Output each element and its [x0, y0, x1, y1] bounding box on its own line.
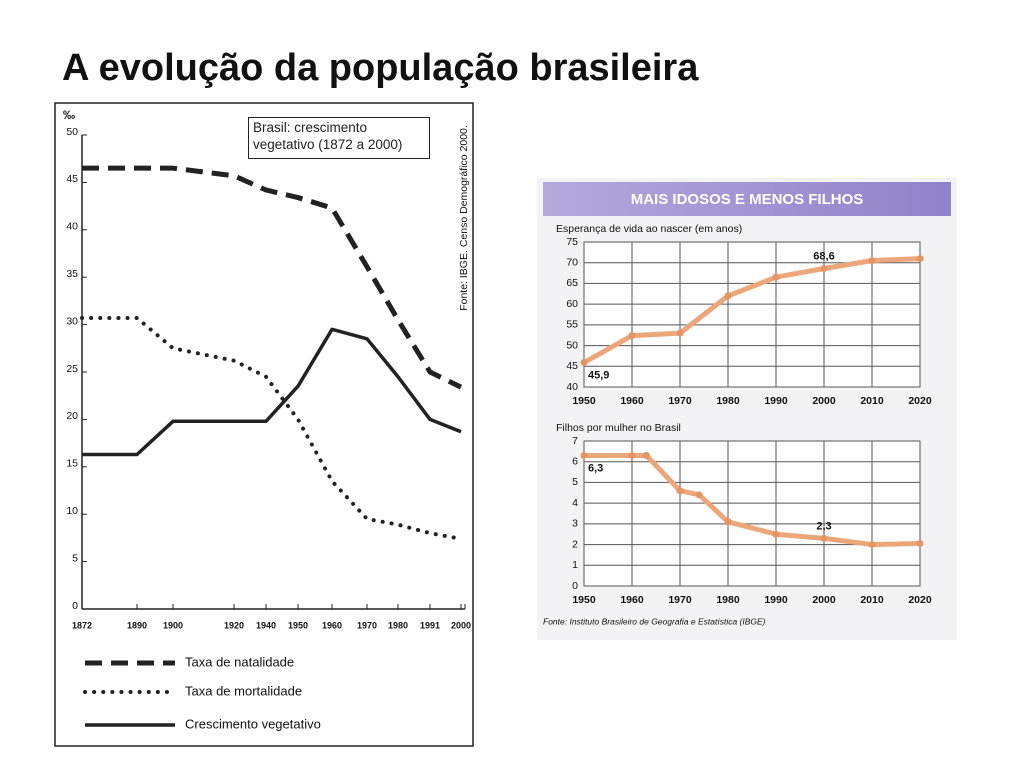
- left-frame: [54, 102, 474, 747]
- x-tick-label: 1950: [288, 620, 308, 630]
- point: [772, 530, 780, 538]
- y-tick-label: 35: [66, 268, 78, 280]
- y-tick-label: 5: [72, 552, 78, 564]
- point: [868, 541, 876, 549]
- point: [628, 332, 636, 340]
- legend-label: Crescimento vegetativo: [185, 716, 321, 731]
- point: [676, 487, 684, 495]
- y-axis-label: ‰: [63, 108, 75, 122]
- y-tick-label: 5: [572, 476, 578, 488]
- y-tick-label: 6: [572, 455, 578, 467]
- point: [724, 518, 732, 526]
- y-tick-label: 4: [572, 497, 578, 509]
- y-tick-label: 0: [72, 600, 78, 612]
- x-tick-label: 1980: [716, 594, 740, 606]
- slide-title: A evolução da população brasileira: [62, 47, 699, 89]
- x-tick-label: 1970: [668, 395, 692, 407]
- y-tick-label: 10: [66, 505, 78, 517]
- panel-title: MAIS IDOSOS E MENOS FILHOS: [631, 191, 864, 208]
- value-label: 6,3: [588, 462, 603, 474]
- x-tick-label: 1960: [620, 395, 644, 407]
- point: [820, 265, 828, 273]
- x-tick-label: 1950: [572, 395, 596, 407]
- x-tick-label: 1970: [357, 620, 377, 630]
- x-tick-label: 1960: [620, 594, 644, 606]
- plot-area: [583, 440, 921, 587]
- x-tick-label: 2010: [860, 395, 884, 407]
- x-tick-label: 2020: [908, 594, 932, 606]
- y-tick-label: 50: [566, 339, 578, 351]
- x-tick-label: 1991: [420, 620, 440, 630]
- x-tick-label: 1960: [322, 620, 342, 630]
- point: [820, 534, 828, 542]
- point: [772, 273, 780, 281]
- x-tick-label: 1900: [163, 620, 183, 630]
- y-tick-label: 45: [66, 173, 78, 185]
- x-tick-label: 2010: [860, 594, 884, 606]
- y-tick-label: 70: [566, 256, 578, 268]
- point: [868, 257, 876, 265]
- point: [642, 452, 650, 459]
- x-tick-label: 1920: [224, 620, 244, 630]
- x-tick-label: 1950: [572, 594, 596, 606]
- y-tick-label: 45: [566, 360, 578, 372]
- y-tick-label: 2: [572, 538, 578, 550]
- y-tick-label: 7: [572, 435, 578, 447]
- x-tick-label: 2000: [812, 594, 836, 606]
- annotation: Brasil: crescimento vegetativo (1872 a 2…: [248, 117, 430, 159]
- y-tick-label: 3: [572, 518, 578, 530]
- series-line: [82, 165, 463, 390]
- point: [724, 292, 732, 300]
- point: [580, 452, 588, 459]
- legend-label: Taxa de mortalidade: [185, 683, 302, 698]
- x-tick-label: 1980: [388, 620, 408, 630]
- y-tick-label: 50: [66, 126, 78, 138]
- y-tick-label: 1: [572, 559, 578, 571]
- x-tick-label: 2000: [812, 395, 836, 407]
- y-tick-label: 40: [566, 381, 578, 393]
- y-tick-label: 25: [66, 363, 78, 375]
- x-tick-label: 1940: [256, 620, 276, 630]
- panel-banner: [543, 182, 951, 216]
- series-line: [581, 256, 923, 366]
- point: [916, 540, 924, 548]
- point: [628, 452, 636, 459]
- x-tick-label: 1980: [716, 395, 740, 407]
- x-tick-label: 1990: [764, 594, 788, 606]
- series-line: [581, 453, 923, 548]
- y-axis-label: Esperança de vida ao nascer (em anos): [556, 223, 742, 235]
- value-label: 68,6: [813, 250, 834, 262]
- point: [580, 359, 588, 367]
- legend-label: Taxa de natalidade: [185, 654, 294, 669]
- point: [695, 491, 703, 499]
- series-line: [82, 327, 462, 457]
- point: [676, 329, 684, 337]
- y-tick-label: 30: [66, 315, 78, 327]
- y-tick-label: 15: [66, 458, 78, 470]
- y-axis-label: Filhos por mulher no Brasil: [556, 422, 681, 434]
- x-tick-label: 2020: [908, 395, 932, 407]
- y-tick-label: 0: [572, 580, 578, 592]
- panel-source: Fonte: Instituto Brasileiro de Geografia…: [543, 616, 766, 626]
- plot-area: [583, 241, 921, 388]
- y-tick-label: 60: [566, 298, 578, 310]
- point: [916, 255, 924, 263]
- y-tick-label: 20: [66, 410, 78, 422]
- y-tick-label: 40: [66, 221, 78, 233]
- y-tick-label: 75: [566, 236, 578, 248]
- value-label: 2,3: [816, 520, 831, 532]
- x-tick-label: 1890: [127, 620, 147, 630]
- source: Fonte: IBGE. Censo Demográfico 2000.: [458, 125, 470, 311]
- x-tick-label: 1970: [668, 594, 692, 606]
- y-tick-label: 65: [566, 277, 578, 289]
- series-line: [80, 315, 463, 541]
- value-label: 45,9: [588, 369, 609, 381]
- y-tick-label: 55: [566, 319, 578, 331]
- x-tick-label: 1990: [764, 395, 788, 407]
- x-tick-label: 2000: [451, 620, 471, 630]
- x-tick-label: 1872: [72, 620, 92, 630]
